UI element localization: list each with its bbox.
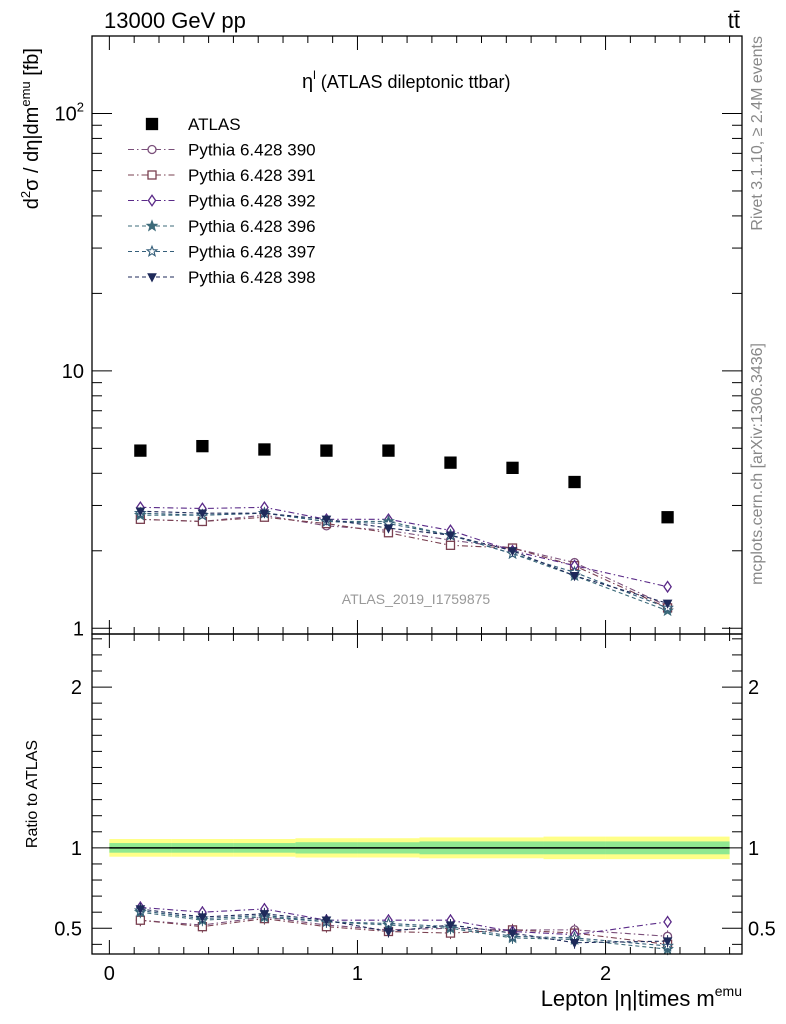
- main-point-0-2: [258, 443, 271, 456]
- ratio-point-5-7: [569, 939, 580, 949]
- main-y-tick-label-2: 102: [55, 99, 84, 125]
- main-point-3-8: [663, 580, 672, 594]
- ratio-line-0: [140, 916, 668, 937]
- series-line-1: [140, 514, 668, 607]
- ratio-point-5-1: [197, 913, 208, 923]
- main-point-6-1: [197, 509, 208, 519]
- x-axis-label: Lepton |η|times memu: [541, 983, 742, 1011]
- main-point-6-7: [569, 572, 580, 582]
- main-point-2-5: [445, 540, 456, 550]
- main-point-0-1: [196, 439, 209, 453]
- series-line-2: [140, 516, 668, 609]
- legend-marker-0: [145, 117, 159, 131]
- main-point-0-6: [506, 461, 519, 474]
- legend-marker-4: [145, 219, 159, 232]
- main-point-0-7: [568, 475, 581, 489]
- main-point-6-6: [507, 547, 518, 557]
- main-point-0-3: [320, 444, 333, 457]
- main-y-axis-label: d2σ / dη|dmemu [fb]: [18, 48, 43, 209]
- ratio-point-2-8: [663, 915, 672, 929]
- series-line-3: [140, 506, 668, 588]
- ratio-y-tick-label-right-1: 1: [748, 838, 759, 860]
- main-point-6-2: [259, 509, 270, 519]
- process-label: tt̄: [728, 8, 740, 33]
- ratio-line-4: [140, 910, 668, 947]
- ratio-y-tick-label-right-2: 2: [748, 677, 759, 699]
- ratio-point-5-0: [135, 905, 146, 915]
- legend-label-0: ATLAS: [188, 115, 241, 134]
- ratio-y-axis-label: Ratio to ATLAS: [24, 740, 41, 848]
- ratio-panel: 0 1 2 0.5 0.5 1 1 2 2: [54, 36, 776, 985]
- rivet-label: Rivet 3.1.10, ≥ 2.4M events: [749, 36, 766, 231]
- legend-label-4: Pythia 6.428 396: [188, 217, 316, 236]
- main-point-6-0: [135, 507, 146, 517]
- ratio-line-1: [140, 918, 668, 945]
- plot-title: ηl (ATLAS dileptonic ttbar): [302, 68, 511, 93]
- ratio-y-tick-label-1: 1: [71, 838, 82, 860]
- ratio-y-tick-label-right-0: 0.5: [748, 918, 776, 940]
- ratio-y-tick-label-2: 2: [71, 677, 82, 699]
- legend: ATLAS Pythia 6.428 390 Pythia 6.428 391 Pyt…: [128, 115, 316, 287]
- main-point-0-5: [444, 456, 457, 469]
- main-y-tick-label-0: 1: [73, 618, 84, 640]
- ratio-point-5-2: [259, 910, 270, 920]
- main-point-6-4: [383, 524, 394, 534]
- main-point-0-4: [382, 444, 395, 457]
- main-y-tick-label-1: 10: [62, 361, 84, 383]
- legend-label-6: Pythia 6.428 398: [188, 268, 316, 287]
- ratio-y-tick-label-0: 0.5: [54, 918, 82, 940]
- main-panel: 1 10 102: [55, 35, 743, 640]
- legend-label-5: Pythia 6.428 397: [188, 243, 316, 262]
- x-tick-label-1: 1: [352, 963, 363, 985]
- analysis-watermark: ATLAS_2019_I1759875: [342, 591, 491, 607]
- legend-marker-6: [147, 273, 157, 283]
- legend-label-3: Pythia 6.428 392: [188, 192, 316, 211]
- legend-label-2: Pythia 6.428 391: [188, 166, 316, 185]
- legend-label-1: Pythia 6.428 390: [188, 141, 316, 160]
- ratio-point-5-8: [662, 937, 673, 947]
- x-tick-label-0: 0: [104, 963, 115, 985]
- main-point-6-3: [321, 515, 332, 525]
- ratio-point-5-5: [445, 921, 456, 931]
- main-point-6-8: [662, 599, 673, 609]
- ratio-point-5-6: [507, 929, 518, 939]
- ratio-line-5: [140, 908, 668, 944]
- ratio-point-5-3: [321, 916, 332, 926]
- main-point-0-8: [661, 511, 674, 524]
- mcplots-label: mcplots.cern.ch [arXiv:1306.3436]: [749, 343, 766, 585]
- ratio-frame: [91, 633, 743, 955]
- main-point-6-5: [445, 531, 456, 541]
- ratio-line-2: [140, 906, 668, 936]
- main-point-0-0: [134, 444, 147, 457]
- series-line-6: [140, 510, 668, 604]
- legend-marker-3: [147, 194, 157, 207]
- legend-marker-2: [147, 170, 157, 180]
- ratio-point-5-4: [383, 927, 394, 937]
- legend-marker-1: [147, 144, 157, 155]
- x-tick-label-2: 2: [600, 963, 611, 985]
- legend-marker-5: [145, 244, 159, 257]
- collision-label: 13000 GeV pp: [104, 8, 246, 33]
